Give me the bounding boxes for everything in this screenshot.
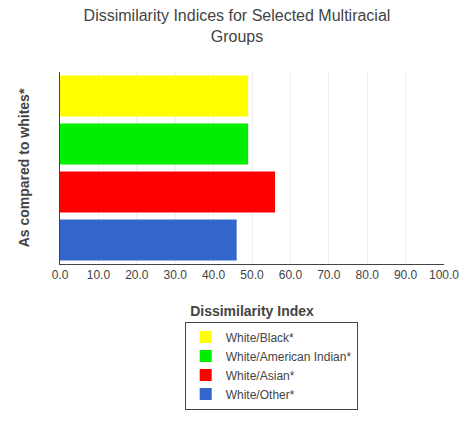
svg-text:Dissimilarity Indices for Sele: Dissimilarity Indices for Selected Multi… <box>84 7 391 45</box>
svg-text:White/Black*: White/Black* <box>226 331 294 345</box>
svg-text:60.0: 60.0 <box>279 268 303 282</box>
svg-text:70.0: 70.0 <box>317 268 341 282</box>
svg-text:White/Other*: White/Other* <box>226 388 295 402</box>
svg-text:100.0: 100.0 <box>429 268 459 282</box>
svg-text:30.0: 30.0 <box>164 268 188 282</box>
svg-text:Dissimilarity Index: Dissimilarity Index <box>190 303 314 319</box>
svg-text:0.0: 0.0 <box>52 268 69 282</box>
svg-text:80.0: 80.0 <box>356 268 380 282</box>
svg-text:White/Asian*: White/Asian* <box>226 369 295 383</box>
svg-text:As compared to whites*: As compared to whites* <box>16 88 32 247</box>
svg-text:50.0: 50.0 <box>240 268 264 282</box>
svg-text:40.0: 40.0 <box>202 268 226 282</box>
svg-text:20.0: 20.0 <box>125 268 149 282</box>
svg-text:White/American Indian*: White/American Indian* <box>226 350 352 364</box>
svg-text:90.0: 90.0 <box>394 268 418 282</box>
svg-text:10.0: 10.0 <box>87 268 111 282</box>
